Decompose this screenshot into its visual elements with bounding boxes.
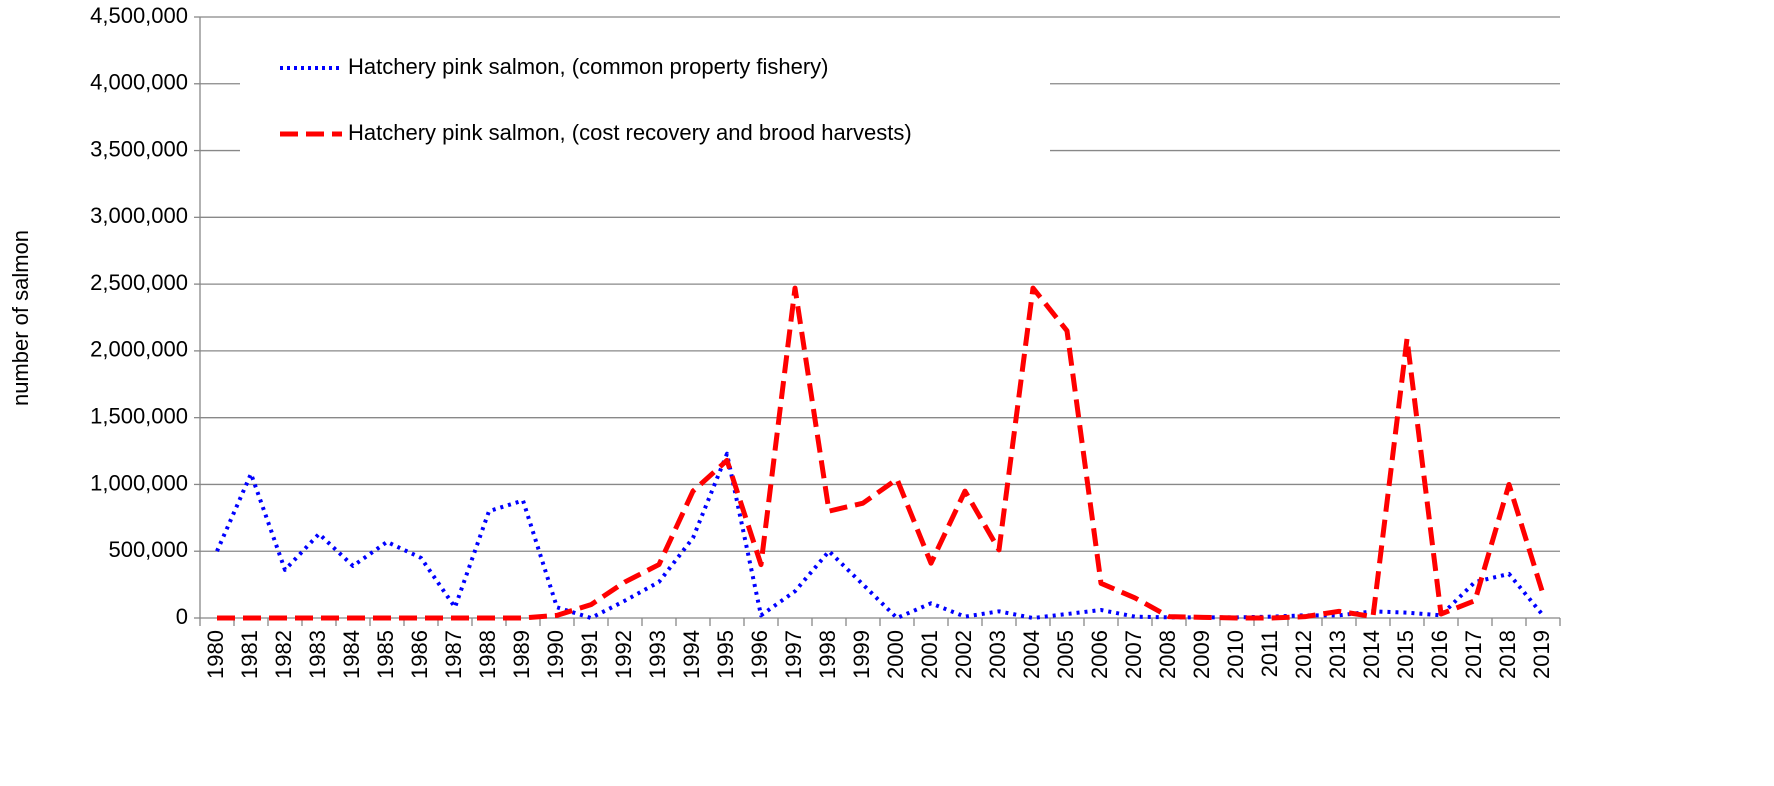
x-tick-label: 2004 xyxy=(1019,630,1044,679)
series-line xyxy=(217,285,1546,621)
x-tick-label: 1991 xyxy=(577,630,602,679)
x-tick-label: 1986 xyxy=(407,630,432,679)
x-tick-label: 2003 xyxy=(985,630,1010,679)
x-tick-label: 2013 xyxy=(1325,630,1350,679)
x-tick-label: 2008 xyxy=(1155,630,1180,679)
y-tick-label: 1,500,000 xyxy=(90,403,188,428)
x-tick-label: 2015 xyxy=(1393,630,1418,679)
y-tick-label: 2,500,000 xyxy=(90,270,188,295)
x-tick-label: 1998 xyxy=(815,630,840,679)
x-tick-label: 2016 xyxy=(1427,630,1452,679)
x-tick-label: 1988 xyxy=(475,630,500,679)
x-tick-label: 2012 xyxy=(1291,630,1316,679)
y-tick-label: 500,000 xyxy=(108,537,188,562)
x-tick-label: 1996 xyxy=(747,630,772,679)
x-tick-label: 1987 xyxy=(441,630,466,679)
x-tick-label: 2010 xyxy=(1223,630,1248,679)
x-tick-label: 2001 xyxy=(917,630,942,679)
y-tick-label: 2,000,000 xyxy=(90,337,188,362)
x-tick-label: 1980 xyxy=(203,630,228,679)
legend-background xyxy=(240,40,1050,160)
x-tick-label: 1982 xyxy=(271,630,296,679)
x-tick-label: 2017 xyxy=(1461,630,1486,679)
legend-label: Hatchery pink salmon, (cost recovery and… xyxy=(348,120,912,145)
y-tick-label: 1,000,000 xyxy=(90,470,188,495)
x-tick-label: 2009 xyxy=(1189,630,1214,679)
y-tick-label: 3,500,000 xyxy=(90,136,188,161)
x-tick-label: 1989 xyxy=(509,630,534,679)
x-tick-label: 2000 xyxy=(883,630,908,679)
y-tick-label: 4,000,000 xyxy=(90,70,188,95)
x-tick-label: 2007 xyxy=(1121,630,1146,679)
x-tick-label: 1993 xyxy=(645,630,670,679)
x-tick-label: 1984 xyxy=(339,630,364,679)
series-line xyxy=(215,451,1545,620)
x-tick-label: 1985 xyxy=(373,630,398,679)
y-tick-label: 0 xyxy=(176,604,188,629)
x-tick-label: 1997 xyxy=(781,630,806,679)
legend-label: Hatchery pink salmon, (common property f… xyxy=(348,54,829,79)
x-tick-label: 2019 xyxy=(1529,630,1554,679)
x-tick-label: 2018 xyxy=(1495,630,1520,679)
y-axis-label: number of salmon xyxy=(8,230,33,406)
x-tick-label: 2005 xyxy=(1053,630,1078,679)
x-tick-label: 2006 xyxy=(1087,630,1112,679)
x-tick-label: 2011 xyxy=(1257,630,1282,677)
x-tick-label: 2014 xyxy=(1359,630,1384,679)
x-tick-label: 1983 xyxy=(305,630,330,679)
x-tick-label: 1992 xyxy=(611,630,636,679)
y-tick-label: 4,500,000 xyxy=(90,3,188,28)
x-tick-label: 2002 xyxy=(951,630,976,679)
x-tick-label: 1999 xyxy=(849,630,874,679)
x-tick-label: 1990 xyxy=(543,630,568,679)
x-tick-label: 1994 xyxy=(679,630,704,679)
x-tick-label: 1981 xyxy=(237,630,262,679)
y-tick-label: 3,000,000 xyxy=(90,203,188,228)
x-tick-label: 1995 xyxy=(713,630,738,679)
